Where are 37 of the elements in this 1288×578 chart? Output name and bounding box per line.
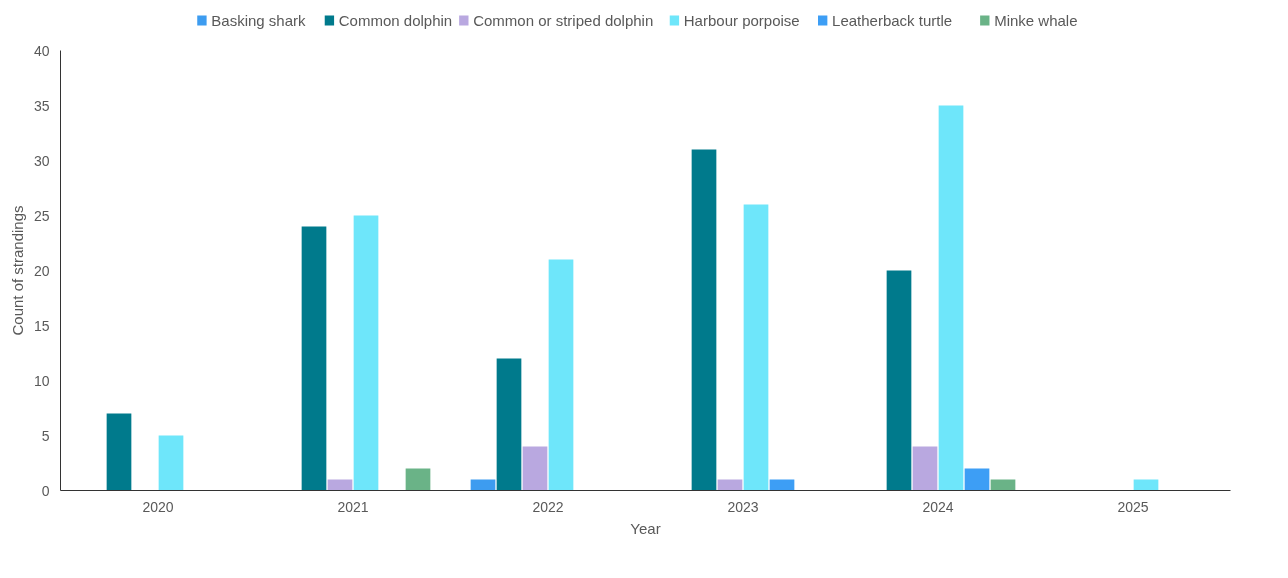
y-tick-label: 5: [41, 427, 50, 444]
bar: [964, 468, 990, 491]
legend-label: Harbour porpoise: [683, 12, 800, 29]
x-tick-label: 2024: [922, 498, 954, 515]
y-tick-label: 10: [33, 372, 50, 389]
bar: [405, 468, 431, 491]
legend-label: Common dolphin: [338, 12, 453, 29]
legend-label: Common or striped dolphin: [473, 12, 654, 29]
bar: [353, 215, 379, 491]
legend-label: Minke whale: [994, 12, 1078, 29]
bar: [743, 204, 769, 491]
y-tick-label: 40: [33, 42, 50, 59]
bar: [301, 226, 327, 491]
y-tick-label: 20: [33, 262, 50, 279]
x-tick-label: 2025: [1117, 498, 1149, 515]
bar: [938, 105, 964, 491]
x-tick-label: 2020: [142, 498, 174, 515]
bar: [912, 446, 938, 491]
x-tick-label: 2022: [532, 498, 564, 515]
bar: [522, 446, 548, 491]
bar: [496, 358, 522, 491]
legend-label: Leatherback turtle: [832, 12, 953, 29]
bar: [886, 270, 912, 491]
y-tick-label: 0: [41, 482, 50, 499]
x-axis-title: Year: [630, 519, 661, 537]
x-tick-label: 2021: [337, 498, 369, 515]
y-tick-label: 15: [33, 317, 50, 334]
legend-label: Basking shark: [211, 12, 306, 29]
y-tick-label: 35: [33, 97, 50, 114]
bar: [106, 413, 132, 491]
bar: [548, 259, 574, 491]
y-tick-label: 30: [33, 152, 50, 169]
bar: [158, 435, 184, 491]
x-tick-label: 2023: [727, 498, 759, 515]
y-tick-label: 25: [33, 207, 50, 224]
bar: [691, 149, 717, 491]
y-axis-title: Count of strandings: [8, 205, 26, 336]
